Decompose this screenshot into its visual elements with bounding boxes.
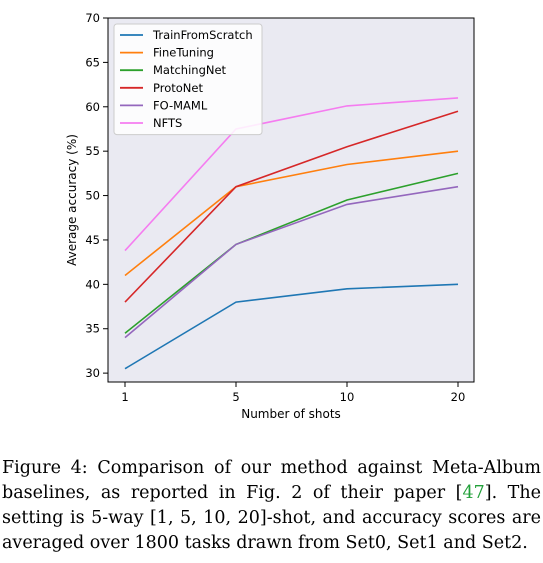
citation-link[interactable]: 47 [462,483,485,503]
x-axis: 1 5 10 20 [121,382,465,404]
y-axis: 30 35 40 45 50 55 60 65 70 [85,11,108,380]
legend: TrainFromScratch FineTuning MatchingNet Pro… [113,23,263,136]
y-tick-label: 40 [85,277,100,291]
legend-label-trainfromscratch: TrainFromScratch [152,28,253,42]
x-tick-label: 1 [121,390,128,404]
series-line-protonet [124,110,459,303]
y-tick-label: 70 [85,11,100,25]
legend-label-finetuning: FineTuning [153,46,214,60]
series-line-matchingnet [124,172,459,334]
legend-box [113,23,263,136]
series-line-fo-maml [124,185,459,339]
series-line-trainfromscratch [124,283,459,370]
y-tick-label: 50 [85,189,100,203]
y-tick-label: 35 [85,322,100,336]
legend-label-nfts: NFTS [153,116,182,130]
series-lines [124,97,459,370]
caption-text-start: Figure 4: Comparison of our method again… [2,458,541,503]
x-tick-label: 10 [340,390,355,404]
figure-caption: Figure 4: Comparison of our method again… [2,456,541,556]
y-tick-label: 30 [85,366,100,380]
line-chart: 30 35 40 45 50 55 60 65 70 1 5 10 20 Number of shot… [65,11,475,421]
y-tick-label: 65 [85,55,100,69]
x-tick-label: 20 [451,390,466,404]
legend-label-fo-maml: FO-MAML [153,98,208,112]
legend-label-protonet: ProtoNet [153,81,203,95]
y-tick-label: 45 [85,233,100,247]
series-line-nfts [124,97,459,252]
series-line-finetuning [124,150,459,277]
y-axis-label: Average accuracy (%) [65,134,79,266]
legend-label-matchingnet: MatchingNet [153,63,227,77]
caption-text-end: ]. The setting is 5-way [1, 5, 10, 20]-s… [2,483,541,553]
x-tick-label: 5 [232,390,239,404]
y-tick-label: 60 [85,100,100,114]
y-tick-label: 55 [85,144,100,158]
x-axis-label: Number of shots [241,407,341,421]
